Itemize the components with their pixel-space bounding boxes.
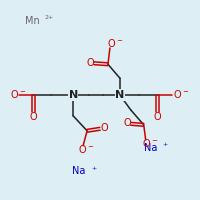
Text: +: +: [91, 166, 96, 171]
Text: −: −: [152, 138, 158, 144]
Text: O: O: [107, 39, 115, 49]
Text: Na: Na: [72, 166, 86, 176]
Text: −: −: [87, 144, 93, 150]
Text: N: N: [115, 90, 124, 100]
Text: −: −: [182, 89, 188, 95]
Text: +: +: [163, 142, 168, 147]
Text: O: O: [78, 145, 86, 155]
Text: N: N: [69, 90, 78, 100]
Text: O: O: [154, 112, 161, 122]
Text: O: O: [86, 58, 94, 68]
Text: O: O: [123, 118, 131, 128]
Text: Mn: Mn: [25, 16, 39, 26]
Text: −: −: [19, 89, 25, 95]
Text: O: O: [30, 112, 37, 122]
Text: O: O: [143, 139, 150, 149]
Text: O: O: [173, 90, 181, 100]
Text: O: O: [100, 123, 108, 133]
Text: −: −: [116, 38, 122, 44]
Text: Na: Na: [144, 143, 157, 153]
Text: 2+: 2+: [44, 15, 54, 20]
Text: O: O: [10, 90, 18, 100]
